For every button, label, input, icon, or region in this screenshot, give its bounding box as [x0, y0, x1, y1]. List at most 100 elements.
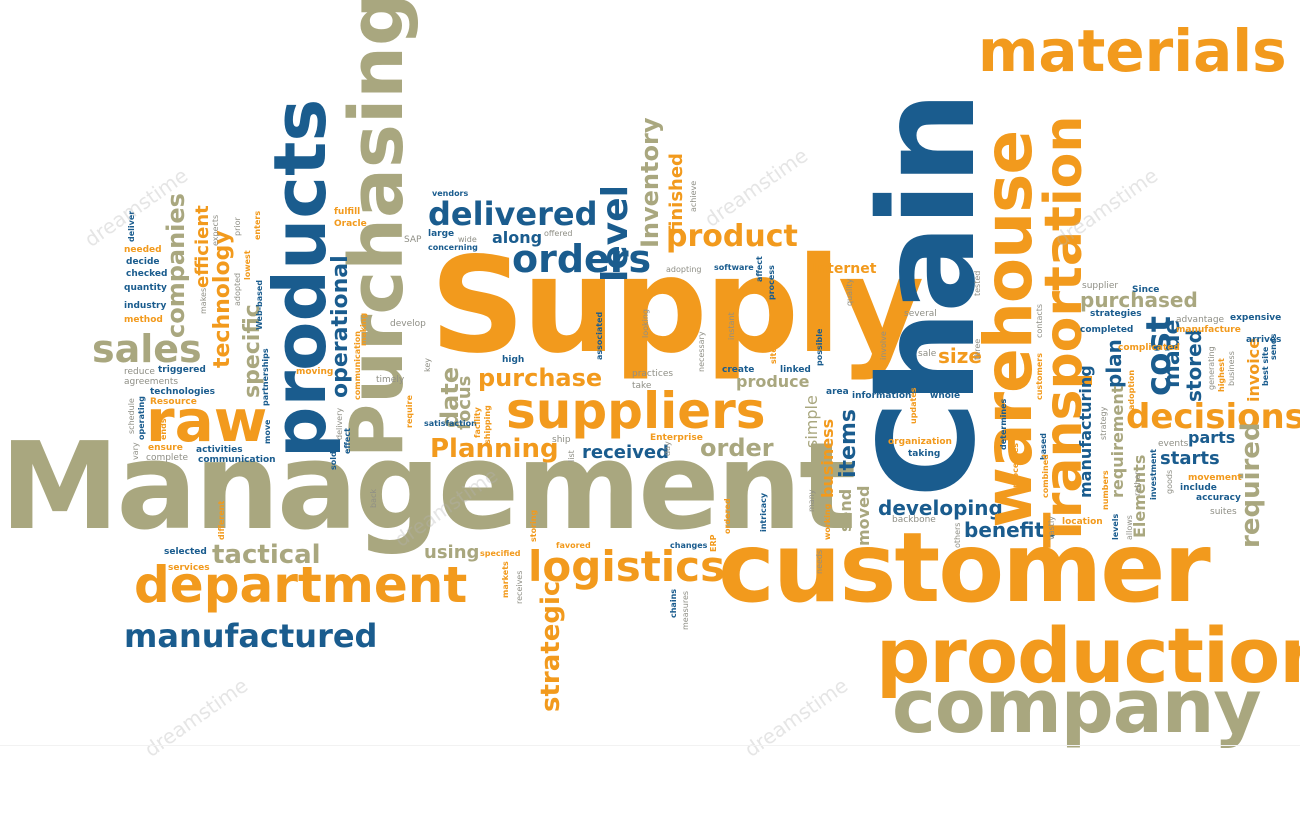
word-working: working — [823, 503, 832, 540]
word-others: others — [953, 522, 962, 548]
word-associated: associated — [595, 311, 604, 360]
word-levels: levels — [1111, 513, 1120, 540]
word-events: events — [1158, 439, 1189, 449]
word-markets: markets — [501, 561, 510, 598]
word-product: product — [666, 219, 798, 254]
word-inventory: Inventory — [636, 117, 664, 248]
word-tested: tested — [973, 270, 982, 296]
word-department: department — [134, 556, 468, 614]
word-purchase: purchase — [478, 364, 603, 392]
word-involve: involve — [879, 331, 888, 360]
word-expensive: expensive — [1230, 313, 1282, 323]
word-shipping: shipping — [483, 405, 492, 444]
word-sap: SAP — [404, 235, 422, 245]
word-key: key — [423, 357, 432, 372]
word-checked: checked — [126, 269, 168, 279]
word-developing: developing — [878, 496, 1003, 520]
word-raw: raw — [146, 387, 268, 455]
watermark-5: dreamstime — [140, 673, 253, 762]
word-using: using — [424, 542, 480, 563]
word-processes: processes — [1011, 442, 1020, 488]
word-supply: Supply — [430, 229, 924, 383]
word-sends: sends — [1269, 333, 1278, 360]
word-delivered: delivered — [428, 195, 598, 233]
word-highest: highest — [1217, 358, 1226, 392]
word-partnerships: partnerships — [261, 348, 270, 406]
word-suppliers: suppliers — [506, 382, 766, 440]
word-efficient: efficient — [192, 205, 213, 288]
word-moving: moving — [296, 367, 334, 377]
word-specified: specified — [480, 549, 521, 558]
word-different: different — [217, 500, 226, 540]
word-invoice: invoice — [1244, 337, 1263, 402]
word-supplier: supplier — [1082, 281, 1119, 291]
word-information: information — [852, 391, 912, 401]
word-manufactured: manufactured — [124, 617, 378, 655]
word-size: size — [938, 344, 982, 368]
word-needs: needs — [815, 549, 824, 574]
word-orders: orders — [512, 237, 652, 281]
word-adopting: adopting — [666, 265, 702, 274]
word-manufacture: manufacture — [1176, 325, 1241, 335]
word-makes: makes — [199, 287, 208, 314]
word-wide: wide — [458, 235, 477, 244]
word-back: back — [369, 488, 378, 508]
word-completed: completed — [1080, 325, 1134, 335]
word-web-based: Web-based — [255, 279, 264, 330]
word-since: Since — [1132, 285, 1160, 295]
word-ordered: ordered — [723, 498, 732, 534]
word-production: production — [876, 611, 1300, 700]
word-complicated: complicated — [1118, 343, 1180, 353]
word-large: large — [428, 229, 455, 239]
word-activities: activities — [196, 445, 243, 455]
word-parts: parts — [1188, 428, 1236, 447]
word-order: order — [700, 434, 774, 462]
word-ends: ends — [159, 418, 168, 440]
word-lowest: lowest — [243, 250, 252, 280]
word-companies: companies — [162, 193, 190, 338]
word-location: location — [1062, 517, 1103, 527]
word-achieve: achieve — [689, 180, 698, 212]
word-accuracy: accuracy — [1196, 493, 1241, 503]
word-services: services — [168, 563, 210, 573]
word-logistics: logistics — [528, 542, 726, 591]
word-complete: complete — [146, 453, 189, 463]
word-schedule: schedule — [127, 398, 136, 434]
word-storing: storing — [529, 509, 538, 542]
word-technologies: technologies — [150, 387, 215, 397]
word-benefits: benefits — [964, 518, 1056, 542]
word-three: three — [973, 338, 982, 360]
word-timely: timely — [376, 375, 405, 385]
word-adopted: adopted — [233, 272, 242, 306]
word-starts: starts — [1160, 448, 1220, 469]
word-day: day — [663, 441, 672, 456]
word-many: many — [807, 489, 816, 513]
word-allows: allows — [1125, 515, 1134, 540]
word-strategic: strategic — [536, 580, 566, 712]
word-rather: rather — [1133, 471, 1142, 496]
word-chains: chains — [669, 588, 678, 618]
word-instant: instant — [727, 312, 736, 340]
word-vendors: vendors — [432, 189, 469, 198]
word-effect: effect — [343, 428, 352, 454]
word-customer: customer — [718, 512, 1211, 624]
word-goods: goods — [1165, 469, 1174, 494]
word-organization: organization — [888, 437, 952, 447]
word-selected: selected — [164, 547, 207, 557]
word-erp: ERP — [709, 534, 718, 553]
word-reduce: reduce — [124, 367, 155, 377]
word-intricacy: intricacy — [759, 492, 768, 532]
word-strategies: strategies — [1090, 309, 1142, 319]
word-concerning: concerning — [428, 243, 478, 252]
word-possible: possible — [815, 328, 824, 366]
word-suites: suites — [1210, 507, 1237, 517]
word-taking: taking — [908, 449, 941, 459]
word-facility: facility — [473, 407, 482, 438]
word-updates: updates — [909, 387, 918, 424]
word-advantage: advantage — [1176, 315, 1225, 325]
word-software: software — [714, 263, 754, 272]
bottom-divider — [0, 745, 1300, 746]
word-backbone: backbone — [892, 515, 936, 525]
word-technology: technology — [210, 230, 235, 368]
